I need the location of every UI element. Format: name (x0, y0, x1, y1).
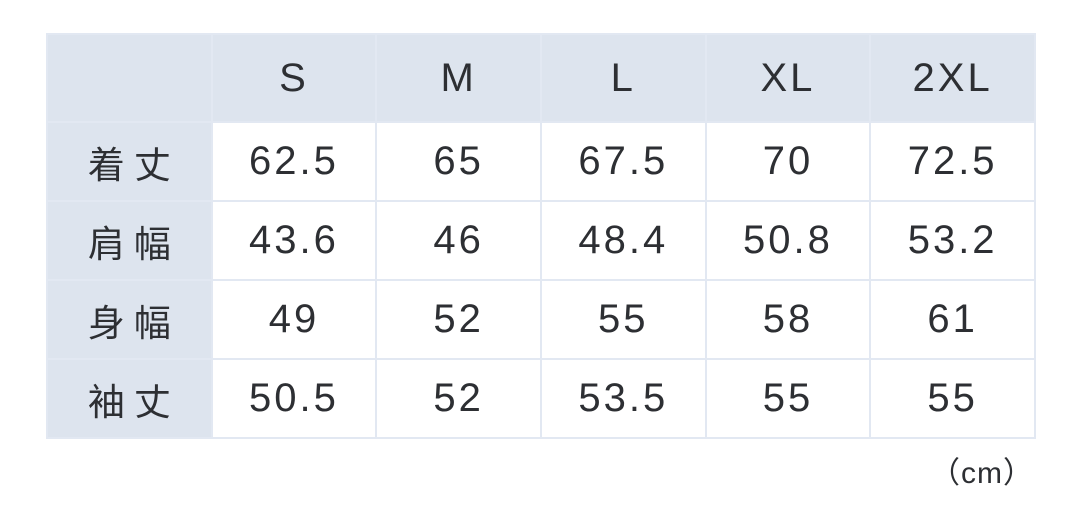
size-header-m: M (375, 33, 542, 123)
value-cell: 55 (869, 358, 1036, 439)
measurement-label-sleeve-length: 袖丈 (46, 358, 213, 439)
value-cell: 55 (704, 358, 872, 439)
value-cell: 67.5 (539, 121, 707, 202)
table-row-sleeve-length: 袖丈 50.5 52 53.5 55 55 (46, 358, 1036, 439)
corner-cell (46, 33, 213, 123)
value-cell: 52 (375, 279, 542, 360)
size-header-2xl: 2XL (869, 33, 1036, 123)
table-row-shoulder-width: 肩幅 43.6 46 48.4 50.8 53.2 (46, 200, 1036, 281)
value-cell: 49 (210, 279, 378, 360)
value-cell: 61 (869, 279, 1036, 360)
size-chart-header: S M L XL 2XL (46, 33, 1036, 123)
value-cell: 62.5 (210, 121, 378, 202)
value-cell: 52 (375, 358, 542, 439)
value-cell: 55 (539, 279, 707, 360)
value-cell: 43.6 (210, 200, 378, 281)
value-cell: 53.2 (869, 200, 1036, 281)
size-header-s: S (210, 33, 378, 123)
measurement-label-body-width: 身幅 (46, 279, 213, 360)
value-cell: 72.5 (869, 121, 1036, 202)
value-cell: 48.4 (539, 200, 707, 281)
table-row-body-length: 着丈 62.5 65 67.5 70 72.5 (46, 121, 1036, 202)
size-chart-table: S M L XL 2XL 着丈 62.5 65 67.5 70 72.5 肩幅 … (46, 33, 1036, 439)
size-header-l: L (539, 33, 707, 123)
value-cell: 53.5 (539, 358, 707, 439)
size-header-xl: XL (704, 33, 872, 123)
value-cell: 50.5 (210, 358, 378, 439)
size-chart-body: 着丈 62.5 65 67.5 70 72.5 肩幅 43.6 46 48.4 … (46, 121, 1036, 439)
value-cell: 70 (704, 121, 872, 202)
value-cell: 46 (375, 200, 542, 281)
measurement-label-body-length: 着丈 (46, 121, 213, 202)
value-cell: 65 (375, 121, 542, 202)
table-row-body-width: 身幅 49 52 55 58 61 (46, 279, 1036, 360)
value-cell: 58 (704, 279, 872, 360)
header-row: S M L XL 2XL (46, 33, 1036, 123)
unit-label: （cm） (930, 457, 1034, 490)
measurement-label-shoulder-width: 肩幅 (46, 200, 213, 281)
value-cell: 50.8 (704, 200, 872, 281)
